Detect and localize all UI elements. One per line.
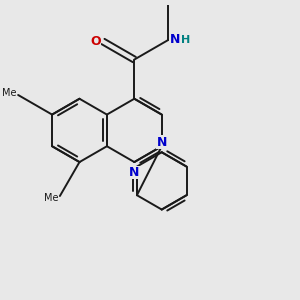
Text: H: H (181, 35, 190, 45)
Text: Me: Me (44, 193, 58, 202)
Text: O: O (90, 35, 101, 48)
Text: N: N (170, 34, 180, 46)
Text: N: N (157, 136, 167, 148)
Text: Me: Me (2, 88, 16, 98)
Text: N: N (129, 166, 140, 179)
